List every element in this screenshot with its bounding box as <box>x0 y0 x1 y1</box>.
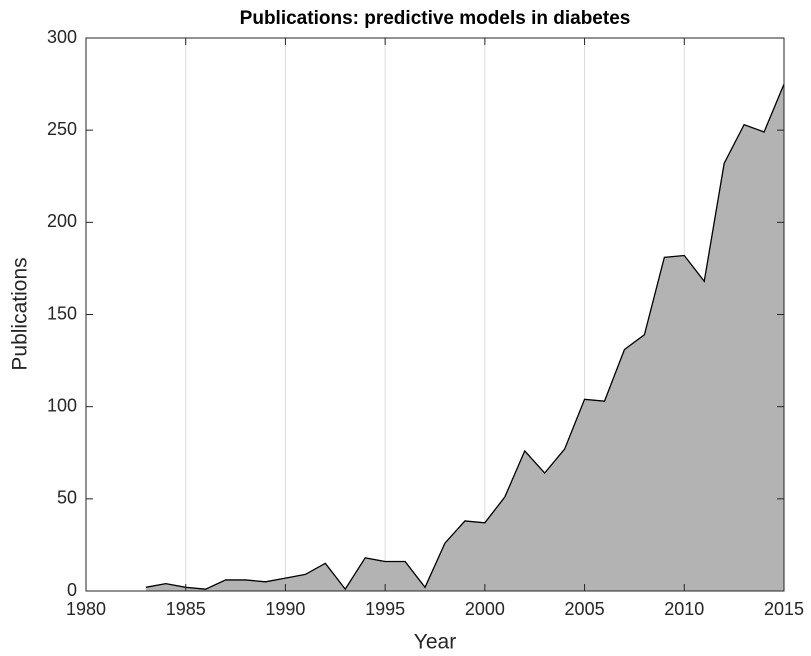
y-tick-label: 150 <box>47 303 77 323</box>
x-tick-label: 2000 <box>465 599 505 619</box>
y-axis-label: Publications <box>9 257 32 370</box>
y-tick-label: 100 <box>47 395 77 415</box>
x-tick-label: 2015 <box>764 599 804 619</box>
y-tick-label: 200 <box>47 211 77 231</box>
y-tick-label: 250 <box>47 119 77 139</box>
area <box>145 84 785 591</box>
x-tick-label: 2010 <box>664 599 704 619</box>
chart-title: Publications: predictive models in diabe… <box>240 8 631 29</box>
x-tick-label: 2005 <box>565 599 605 619</box>
y-tick-label: 50 <box>57 488 77 508</box>
x-tick-label: 1995 <box>365 599 405 619</box>
x-tick-label: 1990 <box>265 599 305 619</box>
area-edge <box>145 83 785 591</box>
y-tick-label: 0 <box>67 580 77 600</box>
y-tick-label: 300 <box>47 27 77 47</box>
x-tick-label: 1980 <box>66 599 106 619</box>
x-axis-label: Year <box>414 631 456 654</box>
x-tick-label: 1985 <box>166 599 206 619</box>
